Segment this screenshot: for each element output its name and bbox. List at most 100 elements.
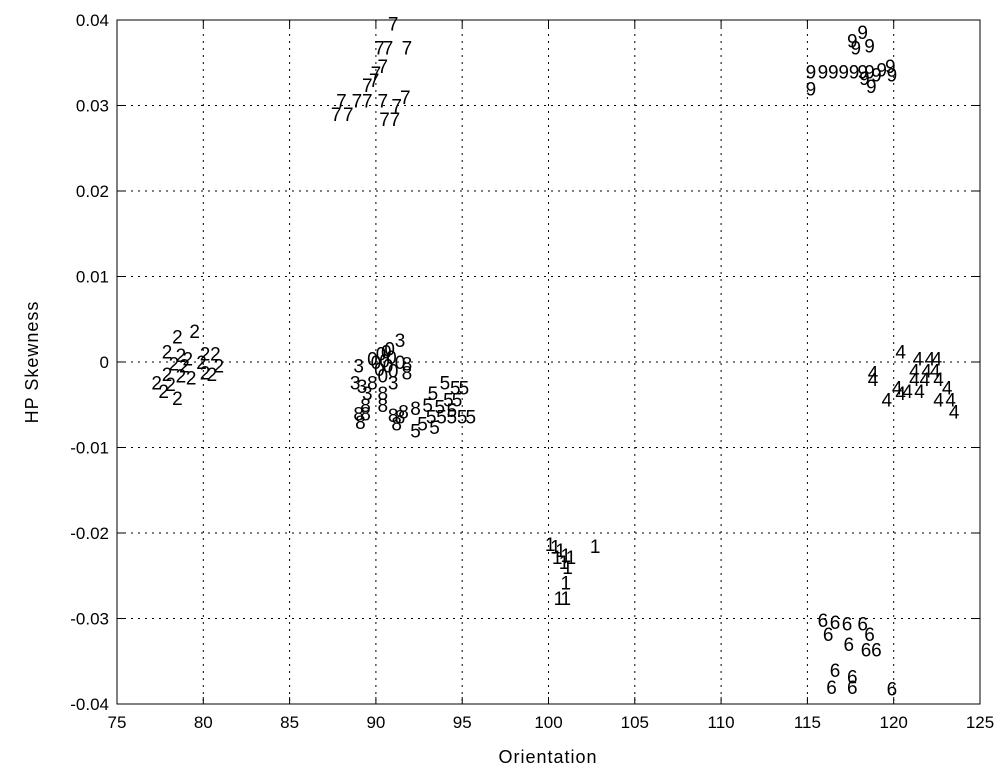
data-point-class-7: 7 [374, 38, 385, 59]
data-point-class-8: 8 [388, 406, 399, 427]
data-point-class-4: 4 [925, 350, 936, 371]
x-tick-label: 80 [194, 713, 213, 732]
data-point-class-7: 7 [362, 91, 373, 112]
data-point-class-2: 2 [207, 365, 218, 386]
y-tick-label: 0 [100, 353, 109, 372]
data-point-class-0: 0 [379, 351, 390, 372]
data-point-class-1: 1 [554, 589, 565, 610]
data-point-class-4: 4 [868, 363, 879, 384]
data-point-class-3: 3 [350, 374, 361, 395]
data-point-class-5: 5 [466, 408, 477, 429]
data-point-class-6: 6 [871, 640, 882, 661]
data-point-class-7: 7 [402, 38, 413, 59]
data-point-class-4: 4 [914, 382, 925, 403]
data-point-class-8: 8 [378, 384, 389, 405]
data-point-class-4: 4 [895, 384, 906, 405]
x-tick-label: 90 [366, 713, 385, 732]
data-point-class-1: 1 [562, 558, 573, 579]
data-point-class-2: 2 [172, 389, 183, 410]
data-point-class-7: 7 [362, 76, 373, 97]
data-point-class-0: 0 [384, 339, 395, 360]
data-point-class-9: 9 [857, 62, 868, 83]
data-point-class-9: 9 [828, 62, 839, 83]
data-point-class-7: 7 [391, 97, 402, 118]
data-point-class-3: 3 [395, 331, 406, 352]
data-point-class-9: 9 [838, 62, 849, 83]
data-point-class-9: 9 [850, 38, 861, 59]
data-point-class-9: 9 [866, 77, 877, 98]
data-point-class-2: 2 [210, 344, 221, 365]
data-point-class-2: 2 [200, 363, 211, 384]
data-point-class-7: 7 [378, 57, 389, 78]
data-point-class-7: 7 [352, 91, 363, 112]
data-point-class-6: 6 [861, 640, 872, 661]
data-point-class-5: 5 [447, 401, 458, 422]
y-tick-label: -0.02 [70, 524, 109, 543]
data-point-class-4: 4 [919, 370, 930, 391]
data-point-class-8: 8 [360, 396, 371, 417]
data-point-class-6: 6 [842, 615, 853, 636]
data-point-class-7: 7 [336, 91, 347, 112]
data-point-class-9: 9 [876, 61, 887, 82]
data-point-class-0: 0 [386, 348, 397, 369]
data-point-class-1: 1 [590, 537, 601, 558]
data-point-class-2: 2 [176, 367, 187, 388]
data-point-class-5: 5 [447, 408, 458, 429]
data-point-class-1: 1 [560, 546, 571, 567]
data-point-class-1: 1 [552, 548, 563, 569]
data-point-class-9: 9 [864, 37, 875, 58]
data-point-class-2: 2 [214, 356, 225, 377]
data-point-class-2: 2 [200, 344, 211, 365]
data-point-class-4: 4 [909, 362, 920, 383]
x-tick-label: 95 [453, 713, 472, 732]
data-point-class-4: 4 [949, 403, 960, 424]
data-point-class-4: 4 [930, 362, 941, 383]
data-point-class-6: 6 [818, 611, 829, 632]
data-point-class-7: 7 [379, 110, 390, 131]
data-point-class-8: 8 [360, 404, 371, 425]
data-point-class-6: 6 [826, 678, 837, 699]
data-point-class-8: 8 [402, 363, 413, 384]
data-point-class-4: 4 [913, 350, 924, 371]
data-point-class-2: 2 [176, 346, 187, 367]
data-point-class-1: 1 [566, 548, 577, 569]
data-point-class-7: 7 [378, 91, 389, 112]
data-point-class-4: 4 [932, 350, 943, 371]
data-point-class-5: 5 [452, 391, 463, 412]
data-point-class-1: 1 [560, 589, 571, 610]
data-point-class-6: 6 [847, 668, 858, 689]
axis-ticks [116, 19, 981, 705]
data-point-class-0: 0 [367, 350, 378, 371]
data-point-class-8: 8 [410, 399, 421, 420]
data-point-class-8: 8 [398, 403, 409, 424]
data-point-class-8: 8 [391, 415, 402, 436]
data-point-class-1: 1 [545, 535, 556, 556]
data-point-class-5: 5 [440, 374, 451, 395]
data-point-class-4: 4 [921, 362, 932, 383]
data-point-class-4: 4 [933, 391, 944, 412]
data-point-class-8: 8 [353, 404, 364, 425]
data-point-class-5: 5 [450, 379, 461, 400]
data-point-class-1: 1 [550, 538, 561, 559]
data-point-class-6: 6 [847, 678, 858, 699]
data-point-class-3: 3 [362, 384, 373, 405]
data-point-class-6: 6 [857, 615, 868, 636]
data-point-class-4: 4 [933, 370, 944, 391]
data-point-class-9: 9 [806, 62, 817, 83]
data-point-class-2: 2 [179, 356, 190, 377]
data-point-class-4: 4 [945, 391, 956, 412]
data-point-class-4: 4 [868, 370, 879, 391]
data-point-class-5: 5 [428, 384, 439, 405]
data-point-class-5: 5 [426, 408, 437, 429]
data-point-class-7: 7 [390, 110, 401, 131]
data-point-class-4: 4 [895, 343, 906, 364]
data-point-class-9: 9 [847, 32, 858, 53]
y-tick-label: -0.03 [70, 610, 109, 629]
data-point-class-8: 8 [395, 408, 406, 429]
x-tick-label: 75 [108, 713, 127, 732]
data-point-class-2: 2 [162, 343, 173, 364]
